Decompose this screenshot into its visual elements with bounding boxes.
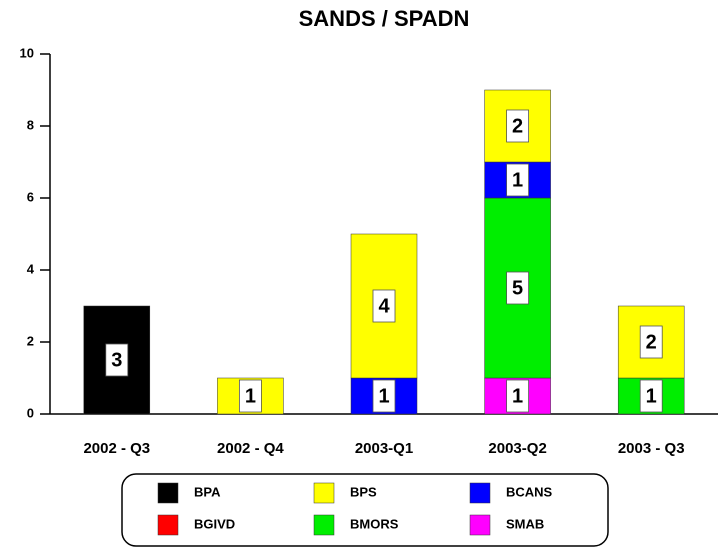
value-label: 2 bbox=[512, 115, 523, 137]
y-tick-label: 6 bbox=[27, 189, 34, 204]
value-label-box bbox=[639, 325, 663, 359]
y-tick-label: 8 bbox=[27, 117, 34, 132]
value-label-box bbox=[372, 379, 396, 413]
value-label-box bbox=[506, 271, 530, 305]
x-tick-label: 2002 - Q3 bbox=[83, 440, 150, 457]
value-label-box bbox=[105, 343, 129, 377]
legend-label: BCANS bbox=[506, 484, 553, 499]
value-label-box bbox=[372, 289, 396, 323]
value-label: 3 bbox=[111, 349, 122, 371]
value-label: 1 bbox=[378, 385, 389, 407]
legend-swatch bbox=[313, 482, 335, 504]
legend-swatch bbox=[313, 514, 335, 536]
value-label: 1 bbox=[512, 385, 523, 407]
legend-swatch bbox=[469, 482, 491, 504]
value-label: 2 bbox=[646, 331, 657, 353]
legend-label: BPA bbox=[194, 484, 221, 499]
value-label: 1 bbox=[646, 385, 657, 407]
legend-label: SMAB bbox=[506, 516, 544, 531]
legend-label: BMORS bbox=[350, 516, 399, 531]
y-tick-label: 0 bbox=[27, 405, 34, 420]
chart-title: SANDS / SPADN bbox=[299, 6, 470, 31]
value-label-box bbox=[238, 379, 262, 413]
value-label-box bbox=[639, 379, 663, 413]
y-tick-label: 10 bbox=[20, 45, 34, 60]
value-label-box bbox=[506, 379, 530, 413]
value-label: 5 bbox=[512, 277, 523, 299]
legend-swatch bbox=[469, 514, 491, 536]
value-label: 1 bbox=[512, 169, 523, 191]
legend-swatch bbox=[157, 514, 179, 536]
y-tick-label: 2 bbox=[27, 333, 34, 348]
value-label-box bbox=[506, 163, 530, 197]
legend-box bbox=[121, 473, 609, 547]
legend-label: BGIVD bbox=[194, 516, 235, 531]
x-tick-label: 2003 - Q3 bbox=[618, 440, 685, 457]
value-label-box bbox=[506, 109, 530, 143]
value-label: 1 bbox=[245, 385, 256, 407]
legend-swatch bbox=[157, 482, 179, 504]
x-tick-label: 2002 - Q4 bbox=[217, 440, 284, 457]
value-label: 4 bbox=[378, 295, 390, 317]
y-tick-label: 4 bbox=[27, 261, 35, 276]
legend-label: BPS bbox=[350, 484, 377, 499]
x-tick-label: 2003-Q2 bbox=[488, 440, 546, 457]
x-tick-label: 2003-Q1 bbox=[355, 440, 413, 457]
